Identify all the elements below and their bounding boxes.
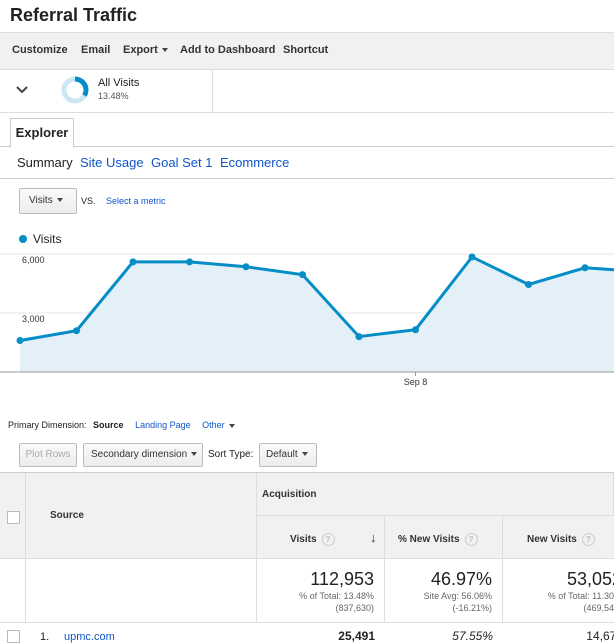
column-title: New Visits [527, 534, 577, 546]
point [299, 271, 306, 279]
vs-label: VS. [81, 196, 96, 206]
total-sub: (469,540) [583, 603, 614, 613]
row-value: 25,491 [338, 629, 375, 643]
subtab[interactable]: Summary [17, 155, 73, 170]
y-tick-label: 6,000 [22, 255, 45, 265]
checkbox[interactable] [7, 630, 20, 643]
toolbar-button[interactable]: Add to Dashboard [180, 44, 276, 56]
column-title: % New Visits [398, 534, 460, 546]
total-value: 46.97% [430, 569, 492, 589]
segment-name: All Visits [98, 77, 140, 89]
toolbar-button[interactable]: Shortcut [283, 44, 329, 56]
totals-cell [0, 559, 26, 623]
segment-donut [61, 76, 89, 104]
segment[interactable]: All Visits 13.48% [0, 69, 213, 112]
toolbar-button[interactable]: Export [123, 44, 168, 56]
row-source[interactable]: upmc.com [64, 631, 115, 643]
group-header: Acquisition [257, 473, 614, 516]
dimension-row: Primary Dimension: Source Landing Page O… [8, 420, 235, 430]
line [19, 255, 614, 343]
dimension-option[interactable]: Other [202, 420, 235, 430]
toolbar-button[interactable]: Email [81, 44, 111, 56]
sort-label: Sort Type: [208, 449, 254, 460]
totals-cell: 53,052 % of Total: 11.30% (469,540) [503, 559, 614, 623]
point [581, 264, 589, 272]
point [525, 280, 532, 288]
column-header[interactable]: % New Visits? [385, 516, 503, 559]
checkbox[interactable] [7, 511, 20, 524]
chart: 3,000 6,000 Sep 8 [0, 253, 614, 387]
y-tick-label: 3,000 [22, 314, 45, 324]
column-header[interactable]: New Visits? [503, 516, 614, 559]
segment-percent: 13.48% [98, 91, 129, 101]
subtab[interactable]: Goal Set 1 [151, 155, 213, 170]
point [242, 263, 250, 271]
chevron[interactable] [14, 83, 30, 97]
totals-cell: 46.97% Site Avg: 56.06% (-16.21%) [385, 559, 503, 623]
point [129, 258, 137, 266]
header-cell [0, 473, 26, 559]
point [73, 327, 80, 335]
divider [0, 178, 614, 179]
row-value: 14,670 [586, 629, 614, 643]
row-index: 1. [40, 631, 50, 643]
total-sub: (-16.21%) [452, 603, 492, 613]
sort-dropdown[interactable]: Default [259, 443, 317, 467]
point [186, 258, 193, 266]
point [468, 253, 476, 261]
x-tick-label: Sep 8 [404, 377, 428, 387]
legend-marker [19, 235, 27, 243]
segment-row: All Visits 13.48% [0, 69, 614, 113]
plot-rows-button: Plot Rows [19, 443, 77, 467]
page-title: Referral Traffic [10, 5, 138, 25]
column-header[interactable]: Source [26, 473, 257, 559]
tab[interactable]: Explorer [10, 118, 74, 148]
data-table: Source Acquisition Visits? ↓ % New Visits… [0, 472, 614, 643]
secondary-dimension[interactable]: Secondary dimension [83, 443, 203, 467]
legend-label: Visits [33, 232, 62, 246]
area [20, 256, 614, 372]
point [16, 337, 24, 345]
tab-line [0, 146, 614, 147]
totals-cell [26, 559, 257, 623]
totals-cell: 112,953 % of Total: 13.48% (837,630) [257, 559, 385, 623]
toolbar: Customize Email Export Add to Dashboard … [0, 32, 614, 70]
total-note: % of Total: 13.48% [299, 591, 374, 601]
row-value: 57.55% [452, 629, 493, 643]
dimension-option[interactable]: Landing Page [135, 420, 191, 430]
dimension-active[interactable]: Source [93, 420, 124, 430]
subtab[interactable]: Ecommerce [220, 155, 290, 170]
total-sub: (837,630) [335, 603, 374, 613]
point [412, 326, 419, 334]
legend: Visits [19, 232, 61, 246]
total-note: Site Avg: 56.06% [423, 591, 492, 601]
total-value: 112,953 [310, 569, 374, 589]
total-note: % of Total: 11.30% [547, 591, 614, 601]
column-title: Visits [290, 534, 317, 546]
toolbar-button[interactable]: Customize [12, 44, 68, 56]
select-metric[interactable]: Select a metric [106, 196, 166, 206]
metric-dropdown[interactable]: Visits [19, 188, 77, 214]
point [355, 333, 363, 341]
total-value: 53,052 [566, 569, 614, 589]
column-header[interactable]: Visits? ↓ [257, 516, 385, 559]
subtab[interactable]: Site Usage [80, 155, 144, 170]
dimension-label: Primary Dimension: [8, 420, 87, 430]
